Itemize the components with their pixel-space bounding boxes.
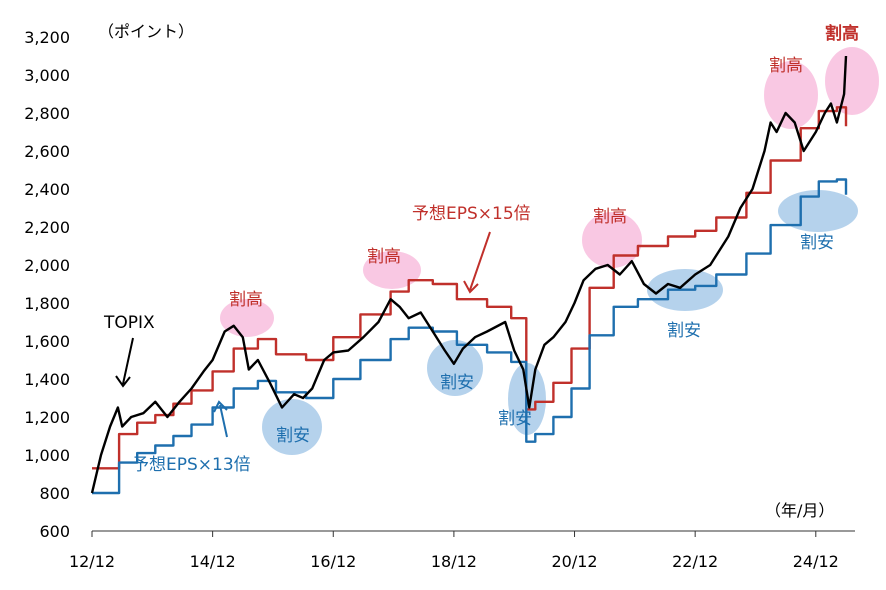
y-tick-label: 1,600: [24, 332, 70, 351]
eps15-series-label: 予想EPS×15倍: [412, 204, 531, 224]
overvalued-label: 割高: [593, 207, 627, 227]
x-tick-label: 18/12: [431, 552, 477, 571]
undervalued-highlight: [427, 340, 483, 396]
y-tick-label: 2,200: [24, 218, 70, 237]
eps13-line: [92, 178, 848, 495]
overvalued-highlight: [582, 212, 642, 268]
y-tick-label: 2,600: [24, 142, 70, 161]
undervalued-label: 割安: [498, 409, 532, 429]
y-tick-label: 2,000: [24, 256, 70, 275]
y-tick-label: 2,800: [24, 104, 70, 123]
undervalued-label: 割安: [800, 233, 834, 253]
x-tick-label: 14/12: [190, 552, 236, 571]
x-tick-label: 20/12: [551, 552, 597, 571]
overvalued-highlight: [825, 47, 879, 115]
y-tick-label: 1,000: [24, 446, 70, 465]
series-layer: [90, 55, 848, 495]
y-tick-label: 800: [39, 484, 70, 503]
y-tick-label: 1,800: [24, 294, 70, 313]
highlight-layer: [220, 47, 879, 455]
y-tick-label: 2,400: [24, 180, 70, 199]
y-tick-label: 3,000: [24, 66, 70, 85]
eps15-arrow-icon: [463, 231, 491, 294]
undervalued-label: 割安: [667, 321, 701, 341]
x-tick-label: 12/12: [69, 552, 115, 571]
eps13-series-label: 予想EPS×13倍: [132, 455, 251, 475]
y-tick-label: 3,200: [24, 28, 70, 47]
undervalued-highlight: [262, 399, 322, 455]
undervalued-label: 割安: [440, 373, 474, 393]
overvalued-highlight: [764, 61, 818, 129]
topix-arrow-icon: [115, 337, 134, 388]
x-unit-label: （年/月）: [765, 501, 834, 520]
topix-series-label: TOPIX: [103, 313, 155, 333]
eps15-line: [92, 106, 848, 470]
overvalued-highlight: [220, 299, 274, 337]
x-tick-label: 16/12: [310, 552, 356, 571]
eps13-arrow-icon: [213, 400, 228, 438]
overvalued-label: 割高: [769, 56, 803, 76]
topix-line: [90, 55, 848, 494]
overvalued-highlight: [363, 251, 421, 289]
x-axis: 12/12 14/12 16/12 18/12 20/12 22/12 24/12: [69, 531, 839, 571]
undervalued-highlight: [778, 190, 858, 232]
y-unit-label: （ポイント）: [98, 22, 194, 41]
undervalued-label: 割安: [276, 426, 310, 446]
overvalued-label: 割高: [367, 247, 401, 267]
x-tick-label: 24/12: [793, 552, 839, 571]
x-tick-label: 22/12: [672, 552, 718, 571]
y-axis: 600 800 1,000 1,200 1,400 1,600 1,800 2,000 2,20…: [24, 28, 70, 541]
overvalued-label-bold: 割高: [825, 23, 859, 44]
y-tick-label: 1,200: [24, 408, 70, 427]
overvalued-label: 割高: [229, 290, 263, 310]
y-tick-label: 1,400: [24, 370, 70, 389]
y-tick-label: 600: [39, 522, 70, 541]
